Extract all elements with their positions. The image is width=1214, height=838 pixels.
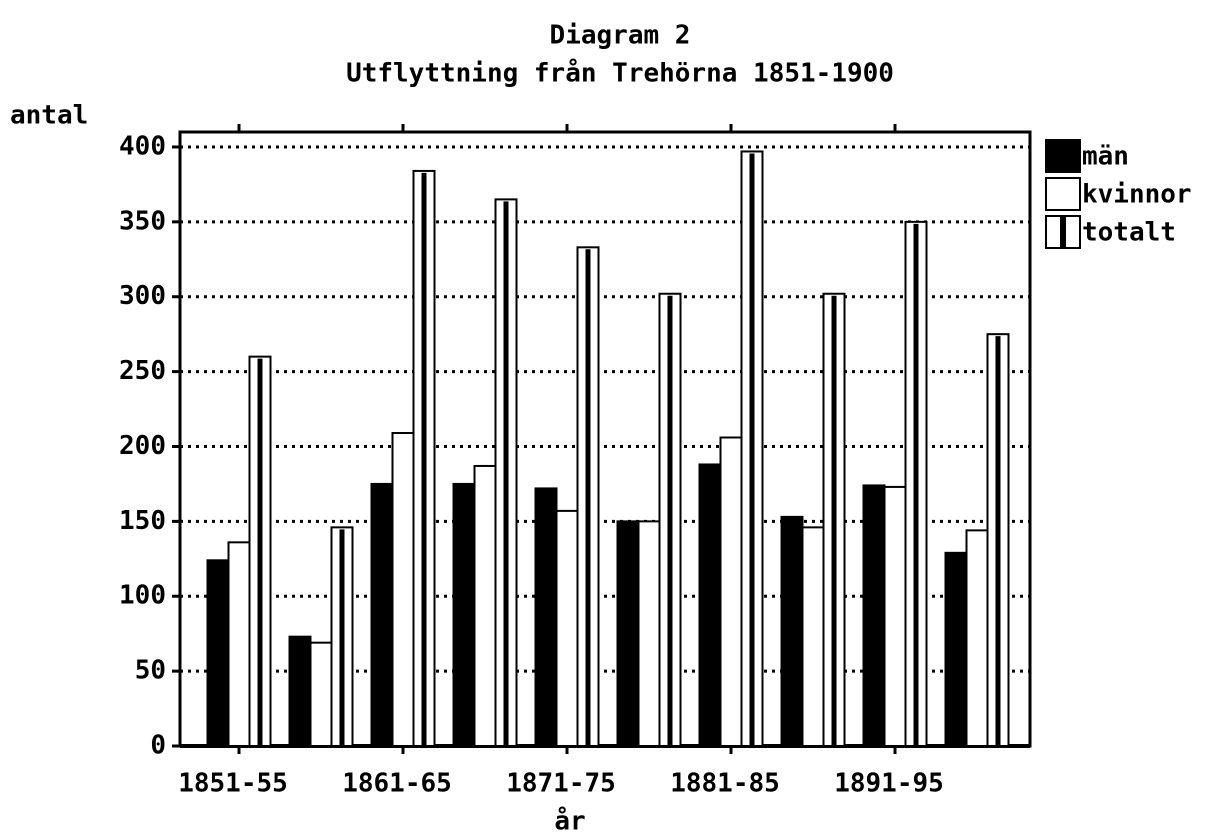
bar — [698, 463, 722, 747]
y-tick-label: 300 — [119, 281, 166, 311]
x-tick-label: 1891-95 — [834, 769, 944, 799]
bar — [206, 559, 230, 747]
y-tick-label: 200 — [119, 431, 166, 461]
bar — [227, 541, 251, 748]
x-tick-label: 1881-85 — [670, 769, 780, 799]
bar — [288, 635, 312, 747]
y-tick-label: 150 — [119, 506, 166, 536]
legend-swatch — [1045, 177, 1081, 211]
bar — [944, 551, 968, 747]
legend-label: kvinnor — [1082, 180, 1192, 210]
bar — [965, 529, 989, 747]
chart-subtitle: Utflyttning från Trehörna 1851-1900 — [346, 57, 894, 89]
x-tick-label: 1861-65 — [342, 769, 452, 799]
y-tick-label: 400 — [119, 131, 166, 161]
bar — [801, 526, 825, 747]
bar — [473, 464, 497, 747]
bar — [534, 487, 558, 747]
bar — [719, 436, 743, 747]
x-tick-label: 1851-55 — [178, 769, 288, 799]
x-axis-label: år — [554, 805, 585, 837]
legend-label: män — [1082, 142, 1129, 172]
y-tick-label: 50 — [135, 656, 166, 686]
bar — [883, 485, 907, 747]
bar — [616, 520, 640, 747]
bar — [780, 515, 804, 747]
bar — [309, 641, 333, 747]
x-tick-label: 1871-75 — [506, 769, 616, 799]
legend-label: totalt — [1082, 218, 1176, 248]
bar — [391, 432, 415, 747]
bar — [637, 520, 661, 747]
bar — [862, 484, 886, 747]
chart-title: Diagram 2 — [550, 21, 691, 51]
bar — [370, 482, 394, 747]
y-tick-label: 250 — [119, 356, 166, 386]
y-axis-label: antal — [10, 101, 88, 131]
bar — [452, 482, 476, 747]
y-tick-label: 350 — [119, 206, 166, 236]
legend-swatch — [1045, 139, 1081, 173]
bar — [555, 509, 579, 748]
y-tick-label: 0 — [150, 731, 166, 761]
y-tick-label: 100 — [119, 581, 166, 611]
